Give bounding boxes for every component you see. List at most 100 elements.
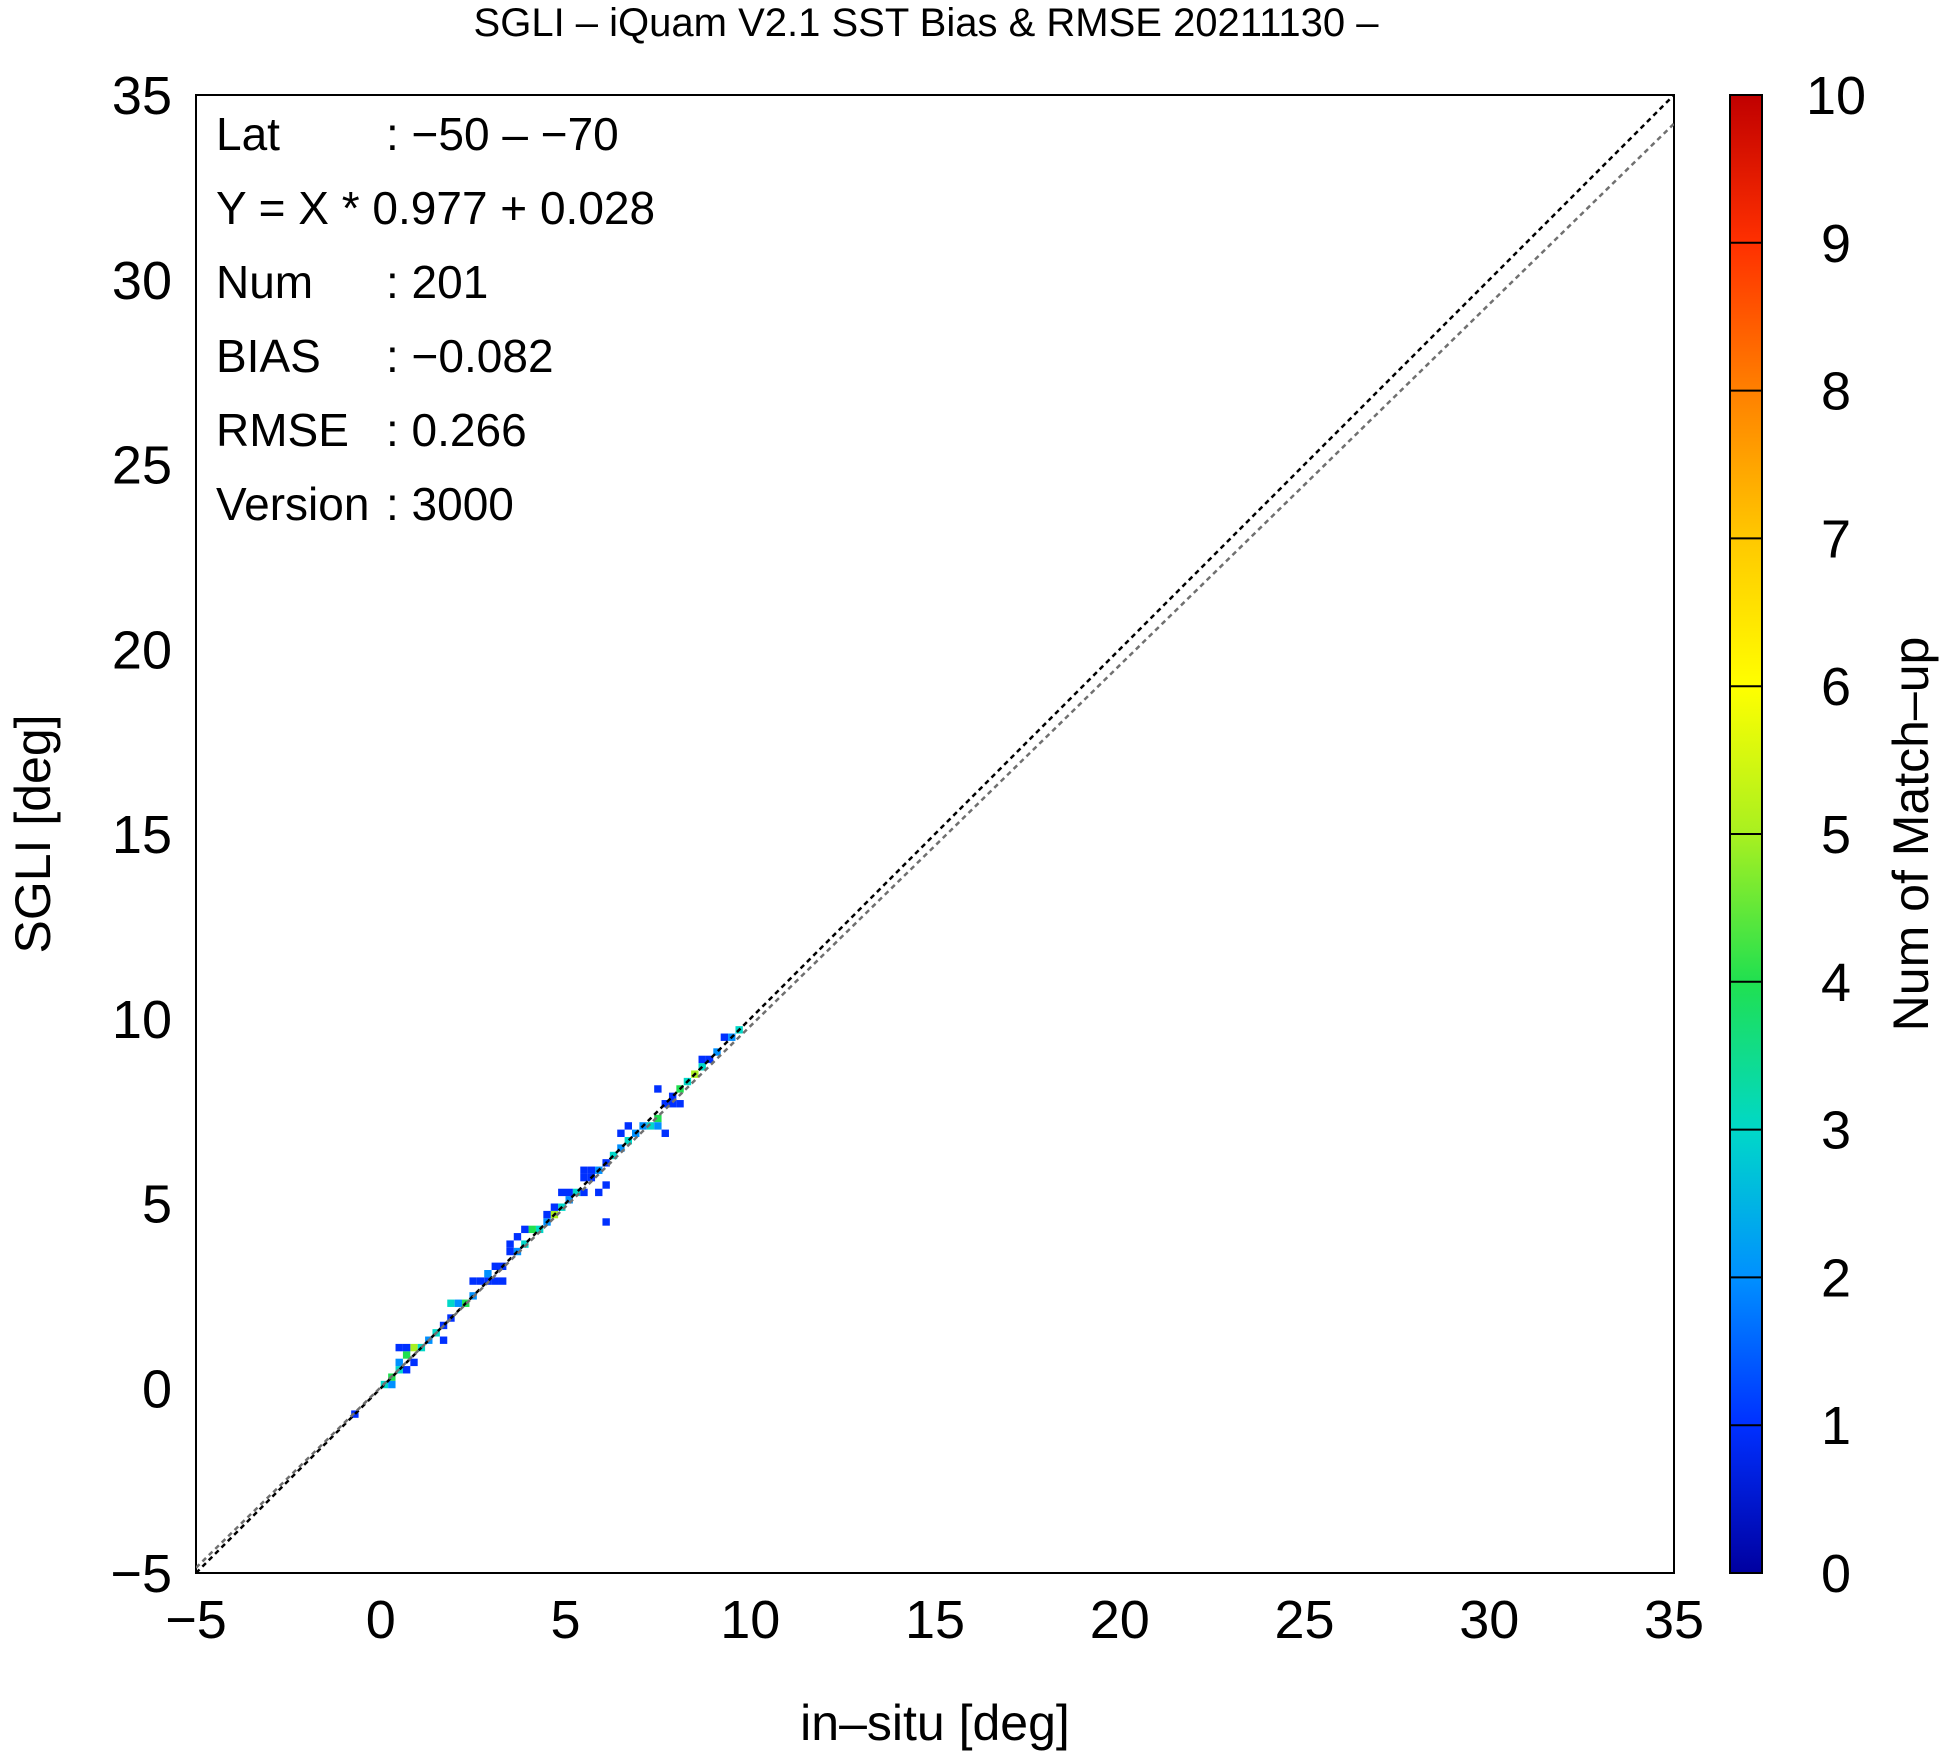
reference-lines <box>196 95 1674 1573</box>
heatmap-cell <box>558 1188 566 1197</box>
heatmap-cell <box>565 1188 573 1197</box>
y-tick-label: 5 <box>142 1175 172 1235</box>
heatmap-cell <box>654 1114 662 1123</box>
colorbar-tick-label: 8 <box>1821 362 1851 422</box>
y-tick-label: 0 <box>142 1359 172 1419</box>
colorbar-tick-label: 0 <box>1821 1544 1851 1604</box>
heatmap-cell <box>580 1173 588 1182</box>
colorbar-tick-label: 7 <box>1821 509 1851 569</box>
heatmap-cell <box>580 1188 588 1197</box>
heatmap-cell <box>617 1129 625 1137</box>
stats-value: : 201 <box>386 256 488 308</box>
heatmap-cell <box>528 1225 536 1234</box>
y-tick-label: 15 <box>112 805 172 865</box>
heatmap-cell <box>498 1277 507 1285</box>
heatmap-cell <box>402 1343 411 1352</box>
heatmap-cell <box>535 1225 544 1234</box>
heatmap-cell <box>402 1366 411 1374</box>
heatmap-cell <box>402 1351 411 1359</box>
heatmap-cell <box>521 1225 529 1234</box>
heatmap-cell <box>439 1336 448 1344</box>
colorbar-tick-label: 5 <box>1821 805 1851 865</box>
x-tick-label: 20 <box>1090 1590 1150 1650</box>
stats-label: BIAS <box>216 330 321 382</box>
heatmap-cell <box>624 1136 633 1145</box>
colorbar-tick-label: 2 <box>1821 1248 1851 1308</box>
heatmap-cell <box>587 1166 596 1174</box>
one-to-one-line <box>196 95 1674 1573</box>
regression-line <box>196 122 1674 1569</box>
y-tick-label: −5 <box>110 1544 172 1604</box>
heatmap-cell <box>454 1299 463 1307</box>
y-tick-label: 10 <box>112 990 172 1050</box>
stats-label: RMSE <box>216 404 349 456</box>
heatmap-cell <box>491 1277 499 1285</box>
heatmap-cell <box>395 1358 403 1367</box>
y-tick-label: 20 <box>112 620 172 680</box>
stats-label: Num <box>216 256 313 308</box>
y-axis-ticks: −5 0 5 10 15 20 25 30 35 <box>110 66 172 1604</box>
x-tick-label: −5 <box>165 1590 227 1650</box>
heatmap-cell <box>661 1100 669 1108</box>
stats-value: : 0.266 <box>386 404 527 456</box>
heatmap-cell <box>609 1151 618 1160</box>
colorbar-tick-label: 10 <box>1806 66 1866 126</box>
heatmap-cell <box>668 1092 677 1101</box>
colorbar-tick-label: 9 <box>1821 214 1851 274</box>
heatmap-cell <box>654 1085 662 1093</box>
heatmap-cell <box>602 1181 610 1189</box>
colorbar-tick-label: 3 <box>1821 1101 1851 1161</box>
heatmap-cell <box>698 1055 706 1064</box>
heatmap-cell <box>668 1100 677 1108</box>
stats-value: : 3000 <box>386 478 514 530</box>
heatmap-cell <box>410 1343 418 1352</box>
chart-title: SGLI – iQuam V2.1 SST Bias & RMSE 202111… <box>474 1 1380 45</box>
colorbar-ticks: 0 1 2 3 4 5 6 7 8 9 10 <box>1730 66 1866 1604</box>
x-tick-label: 10 <box>720 1590 780 1650</box>
stats-label: Lat <box>216 108 280 160</box>
heatmap-cell <box>676 1100 684 1108</box>
heatmap-cell <box>705 1055 714 1064</box>
x-tick-label: 30 <box>1459 1590 1519 1650</box>
heatmap-cell <box>476 1277 485 1285</box>
x-tick-label: 5 <box>550 1590 580 1650</box>
heatmap-cell <box>595 1188 603 1197</box>
stats-box: Lat : −50 – −70 Y = X * 0.977 + 0.028 Num : … <box>216 108 655 530</box>
heatmap-cell <box>513 1233 522 1241</box>
heatmap-cell <box>506 1240 514 1248</box>
heatmap-cell <box>713 1048 721 1056</box>
heatmap-cell <box>521 1240 529 1248</box>
y-tick-label: 30 <box>112 251 172 311</box>
stats-value: : −50 – −70 <box>386 108 619 160</box>
heatmap-cell <box>646 1122 655 1130</box>
heatmap-cell <box>624 1122 633 1130</box>
heatmap-cell <box>484 1270 492 1278</box>
stats-label: Y = X * 0.977 + 0.028 <box>216 182 655 234</box>
heatmap-cell <box>506 1247 514 1256</box>
heatmap-cell <box>565 1196 573 1204</box>
heatmap-cell <box>602 1218 610 1226</box>
heatmap-cell <box>720 1033 729 1041</box>
heatmap-cell <box>388 1380 396 1389</box>
heatmap-cell <box>410 1358 418 1367</box>
y-tick-label: 25 <box>112 436 172 496</box>
heatmap-cell <box>580 1166 588 1174</box>
heatmap-cell <box>661 1129 669 1137</box>
heatmap-cell <box>550 1203 559 1211</box>
x-axis-label: in–situ [deg] <box>800 1695 1070 1751</box>
colorbar-label: Num of Match–up <box>1883 637 1939 1032</box>
heatmap-cell <box>395 1343 403 1352</box>
stats-label: Version <box>216 478 369 530</box>
heatmap-cell <box>469 1277 477 1285</box>
stats-value: : −0.082 <box>386 330 554 382</box>
heatmap-cell <box>572 1188 581 1197</box>
x-axis-ticks: −5 0 5 10 15 20 25 30 35 <box>165 1590 1704 1650</box>
colorbar-tick-label: 1 <box>1821 1396 1851 1456</box>
heatmap-cell <box>447 1299 455 1307</box>
heatmap-cell <box>617 1144 625 1152</box>
x-tick-label: 0 <box>366 1590 396 1650</box>
y-axis-label: SGLI [deg] <box>5 714 61 953</box>
heatmap-cell <box>543 1210 551 1219</box>
x-tick-label: 35 <box>1644 1590 1704 1650</box>
